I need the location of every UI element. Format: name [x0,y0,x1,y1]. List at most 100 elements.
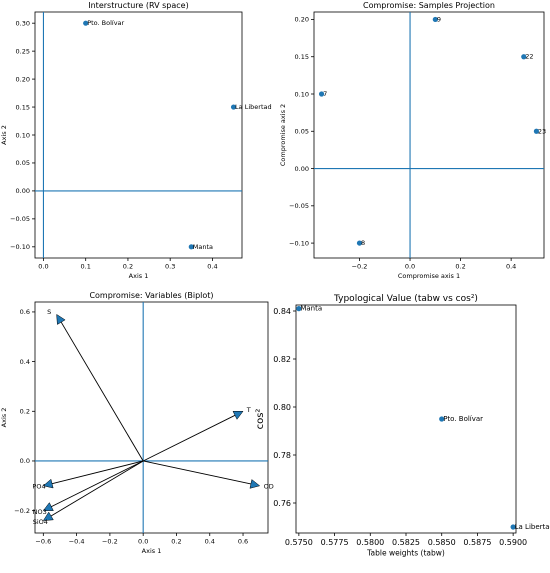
vector-arrowhead [42,511,54,521]
point-label: 9 [437,15,441,23]
y-tick-label: 0.20 [16,75,30,83]
point-label: Manta [193,243,213,251]
x-tick-label: 0.5800 [356,538,384,547]
vector-label: OD [264,482,274,490]
chart-title: Compromise: Variables (Biplot) [89,291,213,300]
x-tick-label: 0.0 [38,263,48,271]
y-tick-label: 0.20 [295,16,309,24]
x-tick-label: 0.4 [207,263,217,271]
data-point [432,16,438,23]
vector-line [50,460,144,517]
x-tick-label: −0.6 [35,538,51,546]
data-point [356,240,363,246]
y-tick-label: 0.82 [273,355,291,364]
y-tick-label: 0.00 [295,165,309,173]
point-label: La Libertad [515,523,550,531]
y-tick-label: 0.6 [20,308,30,316]
x-tick-label: 0.0 [138,538,148,546]
x-tick-label: 0.5875 [463,538,491,547]
y-tick-label: 0.00 [16,187,30,195]
y-tick-label: −0.10 [289,239,309,247]
y-tick-label: 0.0 [20,457,30,465]
x-tick-label: 0.2 [123,263,133,271]
y-axis-label: Axis 2 [0,408,8,428]
plot-frame [34,301,269,534]
y-tick-label: 0.05 [16,159,30,167]
x-tick-label: 0.5900 [499,538,527,547]
y-tick-label: 0.80 [273,403,291,412]
data-point [510,524,516,530]
y-tick-label: 0.05 [295,128,309,136]
vector-line [51,460,144,485]
y-tick-label: 0.4 [20,358,30,366]
chart-title: Typological Value (tabw vs cos²) [333,294,478,304]
y-tick-label: 0.15 [295,53,309,61]
x-axis-label: Compromise axis 1 [398,272,460,280]
y-axis-label: Axis 2 [0,125,8,145]
x-tick-label: −0.2 [352,263,368,271]
x-tick-label: 0.2 [455,263,465,271]
vector-label: NO3 [33,508,47,516]
y-tick-label: −0.10 [10,243,30,251]
x-tick-label: 0.5850 [428,538,456,547]
point-label: 7 [323,90,327,98]
vector-label: T [246,406,251,414]
point-label: Pto. Bolívar [87,19,124,27]
y-tick-label: 0.76 [273,499,291,508]
y-tick-label: 0.10 [16,131,30,139]
vector-line [143,460,251,485]
panel-interstructure: 0.0 0.1 0.2 0.3 0.4 −0.10 −0.05 0.00 0.05 0.10 0.1… [0,1,272,280]
y-axis-label: Compromise axis 2 [279,104,287,166]
x-tick-label: 0.1 [81,263,91,271]
x-axis-label: Axis 1 [142,547,162,555]
vector-label: SiO4 [33,518,48,526]
x-axis-label: Axis 1 [129,272,149,280]
y-tick-label: 0.78 [273,451,291,460]
y-tick-label: 0.30 [16,19,30,27]
x-tick-label: 0.3 [165,263,175,271]
y-tick-label: 0.15 [16,103,30,111]
x-tick-label: 0.4 [205,538,215,546]
data-point [521,54,527,60]
panel-typological-value: 0.5750 0.5775 0.5800 0.5825 0.5850 0.5875 0.59… [255,294,550,558]
y-tick-label: 0.84 [273,307,291,316]
y-tick-label: −0.2 [14,507,30,515]
y-tick-label: −0.05 [10,215,30,223]
point-label: 22 [525,53,533,61]
data-point [83,20,89,26]
vector-arrowhead [249,479,261,489]
panel-biplot: −0.6 −0.4 −0.2 0.0 0.2 0.4 0.6 −0.2 0.0 0.2 0.4 0.6… [0,291,274,555]
vector-arrowhead [42,478,54,489]
y-axis-label: cos² [255,409,266,430]
vector-arrowhead [42,502,54,511]
x-tick-label: 0.0 [405,263,415,271]
data-point [439,416,445,422]
panel-samples-projection: −0.2 0.0 0.2 0.4 −0.10 −0.05 0.00 0.05 0.10 0.15 0… [279,1,546,280]
vector-arrowhead [232,411,244,420]
x-tick-label: 0.5825 [392,538,420,547]
point-label: Manta [300,305,322,313]
data-point [318,91,325,97]
vector-line [60,321,144,462]
y-tick-label: 0.25 [16,47,30,55]
chart-title: Interstructure (RV space) [88,1,188,10]
x-tick-label: 0.4 [506,263,516,271]
point-label: 8 [361,239,365,247]
x-tick-label: −0.4 [69,538,85,546]
vector-label: PO4 [32,483,45,491]
y-tick-label: 0.2 [20,408,30,416]
x-tick-label: 0.5750 [285,538,313,547]
y-tick-label: 0.10 [295,90,309,98]
x-tick-label: −0.2 [102,538,118,546]
point-label: 23 [538,127,546,135]
vector-arrowhead [56,313,66,325]
chart-title: Compromise: Samples Projection [363,1,495,10]
vector-label: S [47,308,51,316]
point-label: La Libertad [235,103,272,111]
vector-line [142,414,236,462]
x-tick-label: 0.6 [238,538,248,546]
data-point [188,244,194,250]
x-tick-label: 0.5775 [321,538,349,547]
x-tick-label: 0.2 [171,538,181,546]
